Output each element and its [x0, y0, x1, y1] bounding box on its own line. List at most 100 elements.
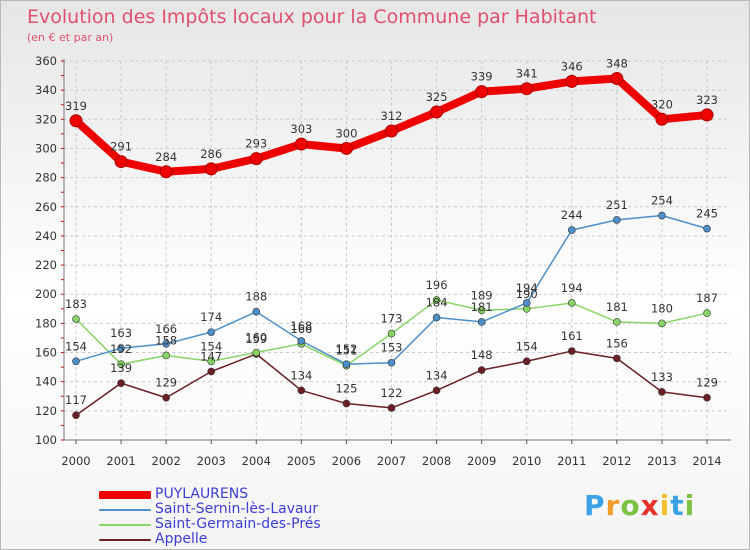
data-label: 194: [516, 281, 538, 295]
data-point: [477, 366, 486, 374]
x-tick-label: 2013: [647, 454, 676, 468]
legend-swatch-saint-germain: [99, 523, 151, 526]
data-label: 173: [381, 312, 403, 326]
data-point: [207, 357, 216, 366]
y-tick-label: 280: [35, 171, 57, 185]
data-label: 133: [651, 370, 673, 384]
legend-swatch-puylaurens: [99, 490, 151, 499]
data-label: 134: [290, 368, 312, 382]
data-label: 286: [200, 147, 222, 161]
data-label: 151: [335, 344, 357, 358]
series-lines: [69, 71, 714, 420]
data-point: [159, 165, 173, 179]
y-tick-label: 220: [35, 258, 57, 272]
data-label: 168: [290, 319, 312, 333]
data-point: [387, 329, 396, 338]
y-tick-label: 260: [35, 200, 57, 214]
x-tick-label: 2005: [287, 454, 316, 468]
data-point: [387, 358, 396, 367]
data-point: [339, 141, 353, 155]
data-point: [475, 85, 489, 99]
y-tick-label: 120: [35, 404, 57, 418]
data-label: 348: [606, 56, 628, 70]
data-point: [477, 318, 486, 326]
y-tick-label: 160: [35, 346, 57, 360]
data-point: [567, 226, 576, 234]
data-point: [565, 74, 579, 88]
data-point: [342, 399, 351, 408]
data-point: [703, 224, 711, 233]
data-label: 153: [381, 341, 403, 355]
y-tick-label: 180: [35, 316, 57, 330]
legend-label-saint-sernin: Saint-Sernin-lès-Lavaur: [155, 501, 319, 517]
x-tick-label: 2010: [512, 454, 541, 468]
data-point: [297, 386, 306, 395]
data-point: [114, 155, 128, 169]
data-point: [207, 367, 216, 376]
x-tick-label: 2001: [106, 454, 135, 468]
chart-title: Evolution des Impôts locaux pour la Comm…: [27, 6, 597, 28]
data-label: 154: [65, 339, 87, 353]
data-point: [703, 393, 711, 402]
data-point: [610, 71, 624, 85]
data-point: [297, 337, 306, 345]
data-point: [655, 112, 669, 126]
x-tick-label: 2003: [197, 454, 226, 468]
data-label: 181: [606, 300, 628, 314]
data-label: 166: [290, 322, 312, 336]
data-point: [117, 344, 125, 352]
data-point: [117, 360, 125, 369]
y-tick-label: 320: [35, 112, 57, 126]
y-tick-label: 200: [35, 287, 57, 301]
logo-letter: P: [584, 489, 606, 522]
data-point: [72, 315, 80, 323]
data-point: [207, 328, 216, 336]
data-labels: 319 291 284 286 293 303 300 312 325 339 341 346 348 3…: [65, 56, 718, 407]
data-label: 245: [696, 207, 718, 221]
data-label: 139: [110, 361, 132, 375]
data-label: 244: [561, 208, 583, 222]
data-label: 160: [245, 331, 267, 345]
data-point: [520, 82, 534, 96]
x-tick-label: 2014: [692, 454, 721, 468]
data-label: 180: [651, 301, 673, 315]
data-label: 319: [65, 99, 87, 113]
data-label: 156: [606, 336, 628, 350]
legend-swatch-appelle: [99, 538, 151, 541]
data-point: [432, 313, 441, 322]
data-label: 152: [110, 342, 132, 356]
chart-subtitle: (en € et par an): [27, 31, 114, 44]
data-label: 188: [245, 290, 267, 304]
data-point: [117, 379, 125, 387]
data-point: [162, 351, 170, 360]
data-point: [567, 299, 576, 307]
data-label: 161: [561, 329, 583, 343]
data-point: [613, 318, 621, 326]
y-tick-label: 340: [35, 83, 57, 97]
y-tick-label: 360: [35, 54, 57, 68]
data-label: 181: [471, 300, 493, 314]
logo-letter: r: [605, 489, 621, 522]
data-label: 187: [696, 291, 718, 305]
y-tick-label: 300: [35, 141, 57, 155]
data-point: [703, 309, 711, 317]
data-label: 325: [426, 90, 448, 104]
data-point: [700, 108, 714, 122]
legend-label-saint-germain: Saint-Germain-des-Prés: [155, 516, 321, 532]
data-label: 196: [426, 278, 448, 292]
data-label: 129: [696, 376, 718, 390]
x-tick-label: 2002: [152, 454, 181, 468]
data-point: [249, 152, 263, 166]
data-label: 254: [651, 194, 673, 208]
data-point: [522, 299, 531, 307]
data-label: 129: [155, 376, 177, 390]
data-label: 341: [516, 67, 538, 81]
logo-letter: i: [684, 489, 696, 522]
data-point: [658, 388, 666, 396]
y-tick-label: 240: [35, 229, 57, 243]
x-tick-label: 2007: [377, 454, 406, 468]
data-label: 166: [155, 322, 177, 336]
y-tick-label: 100: [35, 433, 57, 447]
data-point: [162, 339, 170, 348]
data-label: 300: [335, 126, 357, 140]
